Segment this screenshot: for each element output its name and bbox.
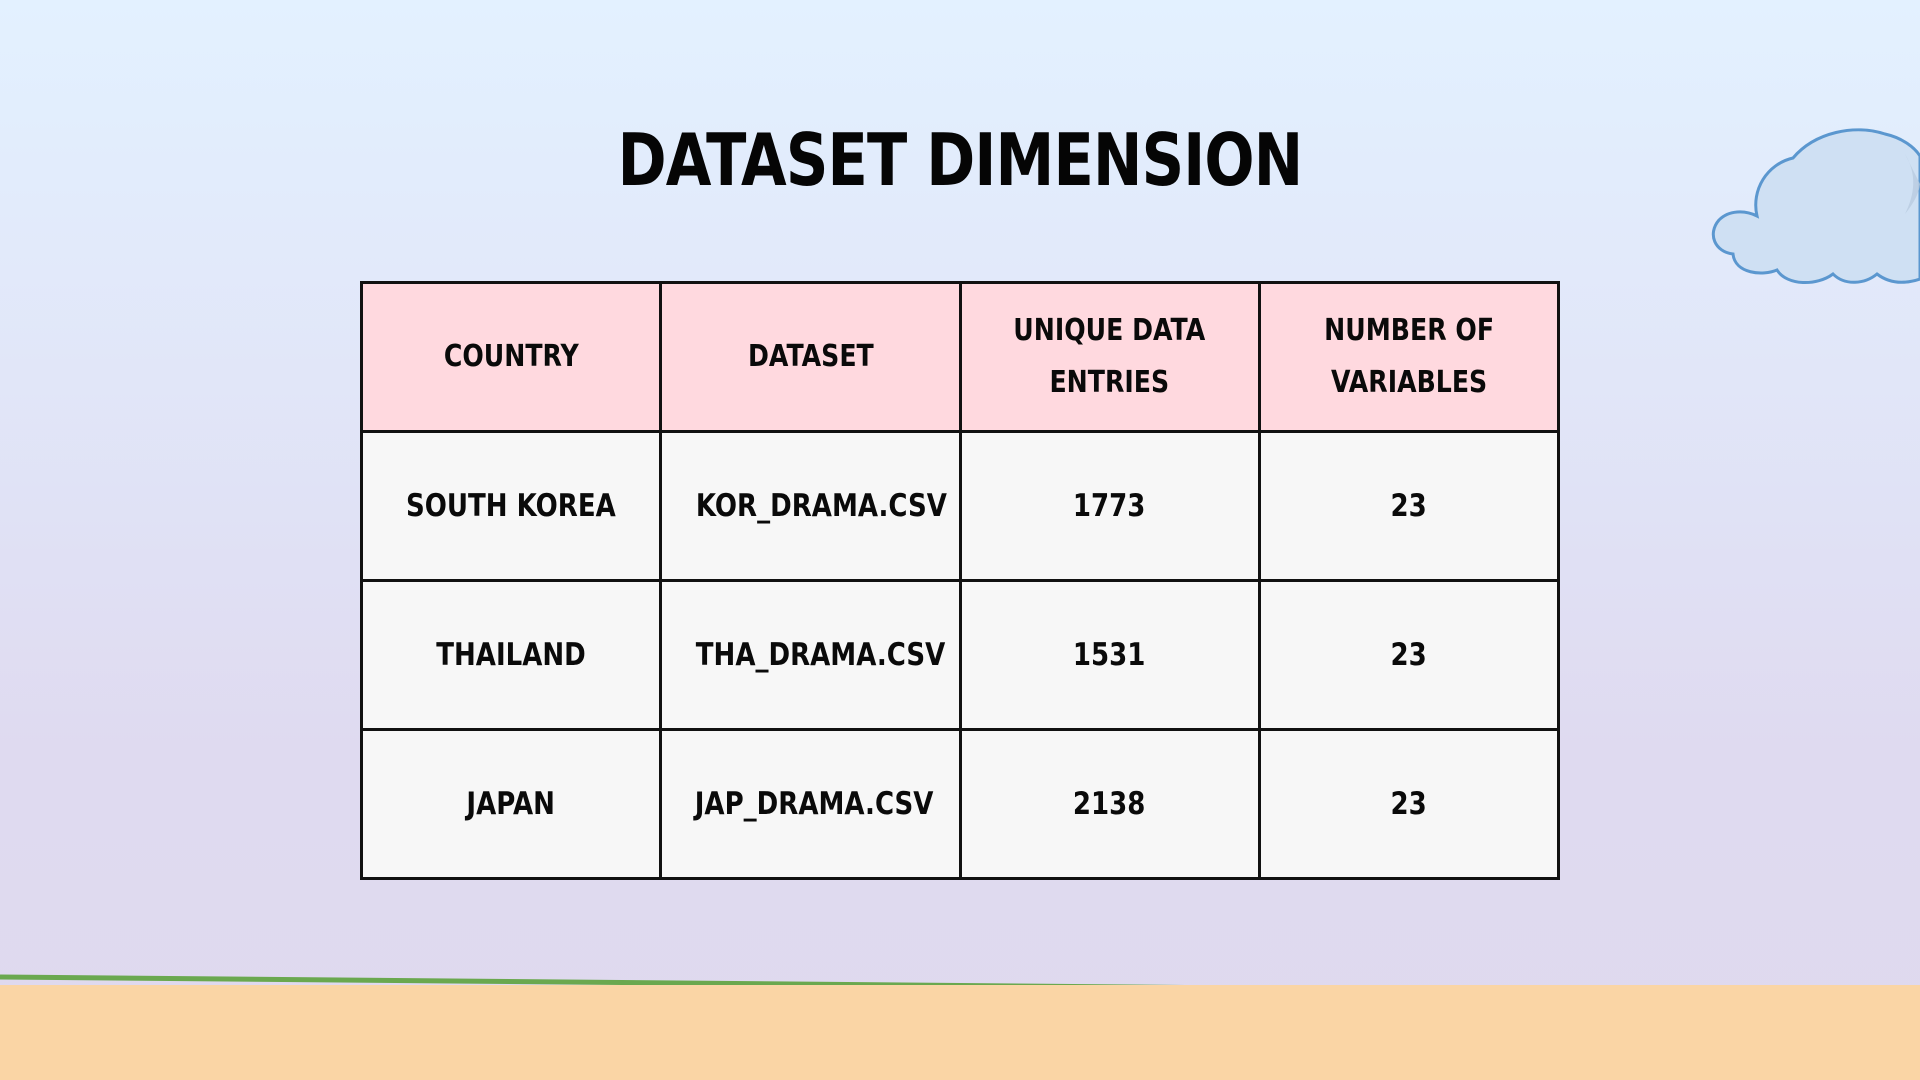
cell-dataset: JAP_DRAMA.CSV [659, 728, 962, 880]
header-unique-data-entries: UNIQUE DATA ENTRIES [958, 281, 1261, 433]
table-row: SOUTH KOREA KOR_DRAMA.CSV 1773 23 [359, 430, 1561, 582]
ground [0, 985, 1920, 1080]
table-row: THAILAND THA_DRAMA.CSV 1531 23 [359, 579, 1561, 731]
header-number-of-variables: NUMBER OF VARIABLES [1257, 281, 1561, 433]
cell-country: SOUTH KOREA [359, 430, 663, 582]
cell-country: JAPAN [359, 728, 663, 880]
cloud-icon [1711, 128, 1920, 285]
dataset-table: COUNTRY DATASET UNIQUE DATA ENTRIES NUMB… [359, 281, 1561, 880]
table-header-row: COUNTRY DATASET UNIQUE DATA ENTRIES NUMB… [359, 281, 1561, 433]
header-dataset: DATASET [659, 281, 962, 433]
cell-variables: 23 [1257, 579, 1561, 731]
cell-country: THAILAND [359, 579, 663, 731]
cell-dataset: THA_DRAMA.CSV [659, 579, 962, 731]
header-country: COUNTRY [359, 281, 663, 433]
cell-variables: 23 [1257, 430, 1561, 582]
table-row: JAPAN JAP_DRAMA.CSV 2138 23 [359, 728, 1561, 880]
cell-unique-entries: 1531 [958, 579, 1261, 731]
cell-unique-entries: 1773 [958, 430, 1261, 582]
cell-dataset: KOR_DRAMA.CSV [659, 430, 962, 582]
cell-unique-entries: 2138 [958, 728, 1261, 880]
cell-variables: 23 [1257, 728, 1561, 880]
slide-title: DATASET DIMENSION [617, 118, 1304, 202]
